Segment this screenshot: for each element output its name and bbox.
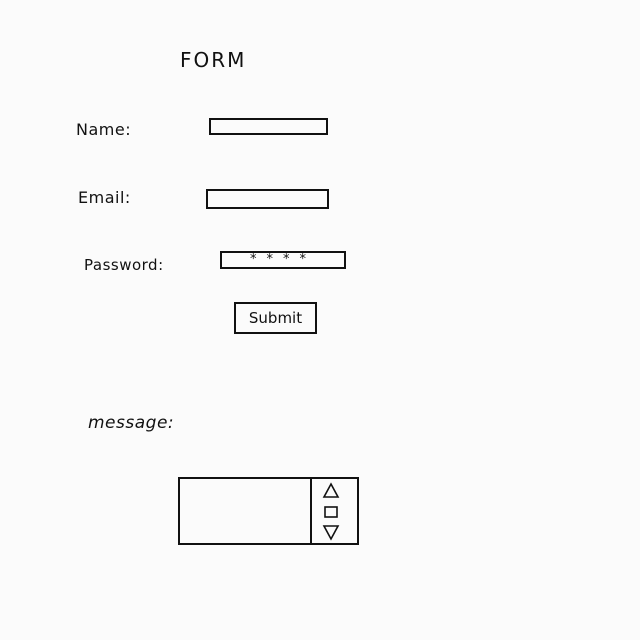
form-title: FORM xyxy=(180,48,247,72)
message-label: message: xyxy=(88,413,175,433)
submit-button[interactable]: Submit xyxy=(234,302,317,334)
name-input[interactable] xyxy=(209,118,328,135)
password-input[interactable]: **** xyxy=(220,251,346,269)
message-textarea[interactable] xyxy=(180,479,310,543)
email-input[interactable] xyxy=(206,189,329,209)
email-label: Email: xyxy=(78,188,131,207)
scroll-down-icon[interactable] xyxy=(322,523,340,541)
scroll-thumb-icon[interactable] xyxy=(322,503,340,521)
password-label: Password: xyxy=(84,256,164,274)
scroll-up-icon[interactable] xyxy=(322,482,340,500)
message-scrollbar[interactable] xyxy=(310,479,357,543)
message-box xyxy=(178,477,359,545)
name-label: Name: xyxy=(76,120,132,139)
